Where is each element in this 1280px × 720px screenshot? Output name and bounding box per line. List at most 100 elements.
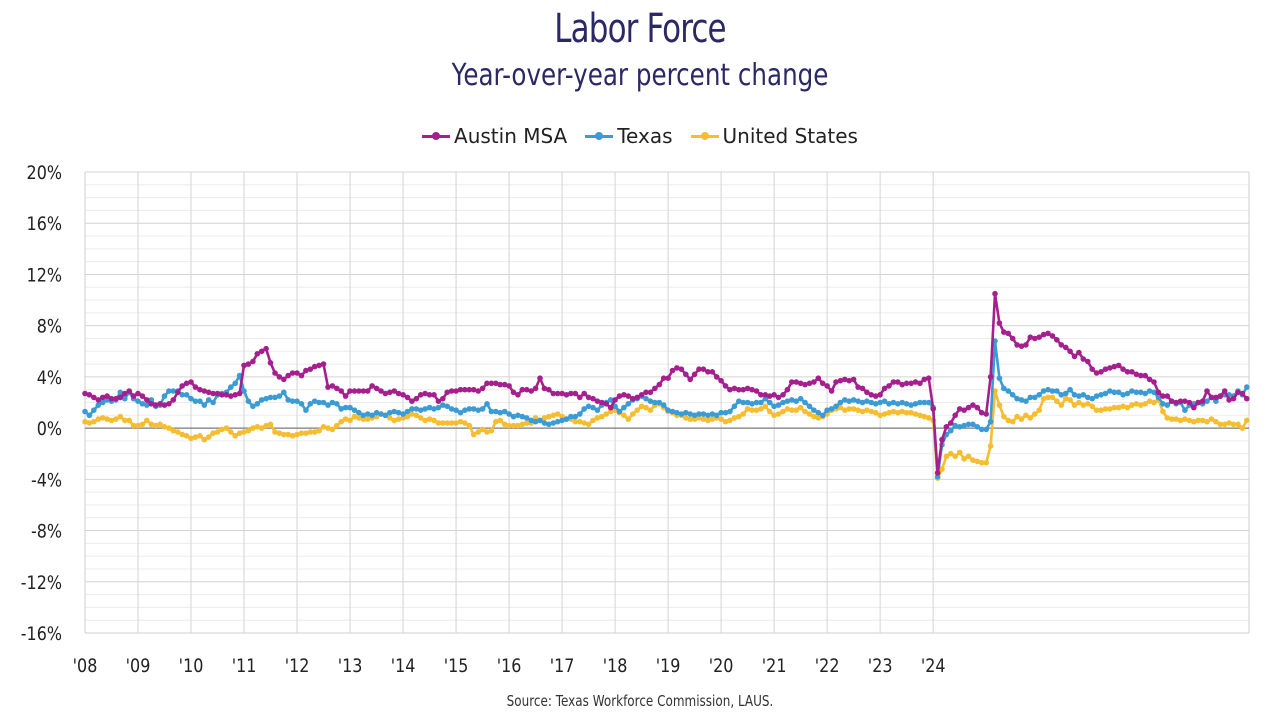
data-point-united-states	[921, 413, 928, 420]
legend-item-us[interactable]: United States	[690, 124, 858, 148]
data-point-austin-msa	[669, 367, 676, 374]
data-point-austin-msa	[329, 383, 336, 389]
data-point-austin-msa	[607, 404, 614, 411]
data-point-texas	[435, 404, 442, 411]
data-point-austin-msa	[749, 386, 755, 393]
data-point-austin-msa	[930, 406, 936, 412]
data-point-texas	[908, 402, 914, 408]
data-point-austin-msa	[338, 388, 345, 394]
data-point-austin-msa	[325, 384, 331, 390]
data-point-austin-msa	[736, 386, 742, 393]
data-point-texas	[700, 411, 707, 417]
data-point-united-states	[683, 415, 689, 421]
data-point-austin-msa	[201, 388, 208, 394]
data-point-austin-msa	[1102, 366, 1109, 373]
data-point-united-states	[126, 417, 132, 424]
data-point-texas	[1093, 393, 1100, 399]
data-point-austin-msa	[925, 375, 932, 382]
data-point-united-states	[387, 415, 393, 421]
data-point-austin-msa	[1098, 369, 1104, 375]
legend-item-texas[interactable]: Texas	[585, 124, 673, 148]
legend-label-texas: Texas	[617, 124, 673, 148]
data-point-texas	[426, 404, 433, 411]
data-point-austin-msa	[1124, 369, 1131, 375]
data-point-austin-msa	[267, 360, 274, 366]
data-point-austin-msa	[559, 390, 565, 397]
data-point-united-states	[338, 418, 345, 425]
data-point-austin-msa	[652, 385, 658, 392]
data-point-austin-msa	[872, 393, 879, 399]
data-point-united-states	[625, 416, 632, 422]
data-point-united-states	[1235, 421, 1241, 428]
data-point-texas	[948, 427, 954, 434]
data-point-united-states	[1001, 413, 1007, 420]
data-point-united-states	[599, 413, 605, 420]
data-point-united-states	[864, 407, 870, 414]
data-point-austin-msa	[903, 380, 910, 387]
data-point-austin-msa	[744, 385, 751, 392]
data-point-austin-msa	[214, 390, 221, 397]
data-point-texas	[793, 398, 799, 405]
data-point-texas	[625, 401, 632, 407]
data-point-austin-msa	[144, 397, 150, 403]
data-point-texas	[475, 407, 482, 414]
data-point-austin-msa	[687, 376, 693, 383]
data-point-austin-msa	[1221, 388, 1228, 394]
data-point-united-states	[780, 408, 786, 415]
data-point-austin-msa	[466, 386, 473, 393]
data-point-united-states	[731, 415, 738, 421]
data-point-united-states	[1076, 399, 1082, 406]
data-point-texas	[1142, 390, 1148, 397]
data-point-united-states	[868, 408, 875, 415]
data-point-austin-msa	[320, 361, 327, 367]
data-point-united-states	[912, 411, 919, 417]
data-point-austin-msa	[1120, 366, 1126, 373]
data-point-united-states	[329, 426, 336, 433]
data-point-austin-msa	[819, 380, 826, 387]
data-point-texas	[440, 402, 446, 408]
data-point-texas	[607, 397, 614, 403]
data-point-texas	[886, 401, 892, 407]
legend-swatch-texas	[585, 132, 614, 140]
vertical-gridlines	[137, 172, 934, 633]
data-point-united-states	[1085, 401, 1091, 407]
data-point-texas	[660, 402, 667, 408]
data-point-united-states	[205, 434, 212, 440]
data-point-united-states	[316, 427, 322, 434]
data-point-austin-msa	[1027, 334, 1034, 341]
data-point-texas	[1182, 407, 1188, 414]
data-point-united-states	[1014, 413, 1020, 420]
data-point-texas	[546, 421, 552, 428]
data-point-austin-msa	[815, 375, 822, 382]
data-point-austin-msa	[797, 380, 804, 387]
data-point-austin-msa	[992, 290, 998, 297]
data-point-austin-msa	[956, 406, 963, 412]
data-point-united-states	[1027, 415, 1034, 421]
data-point-united-states	[122, 417, 128, 424]
data-point-texas	[917, 399, 923, 406]
data-point-austin-msa	[740, 386, 746, 393]
data-point-texas	[228, 384, 234, 390]
legend-item-austin[interactable]: Austin MSA	[422, 124, 567, 148]
data-point-texas	[678, 411, 685, 417]
data-point-austin-msa	[974, 404, 981, 411]
data-point-texas	[590, 404, 596, 411]
data-point-united-states	[1133, 401, 1140, 407]
data-point-united-states	[1058, 402, 1065, 408]
data-point-texas	[541, 420, 548, 426]
data-point-texas	[842, 397, 848, 403]
series-austin-msa	[82, 290, 1250, 476]
data-point-austin-msa	[970, 402, 976, 408]
data-point-texas	[91, 407, 97, 414]
data-point-austin-msa	[868, 392, 875, 398]
data-point-austin-msa	[660, 375, 667, 382]
data-point-united-states	[903, 409, 910, 416]
data-point-united-states	[400, 415, 406, 421]
data-point-united-states	[974, 458, 981, 465]
data-point-texas	[528, 417, 534, 424]
data-point-austin-msa	[563, 392, 570, 398]
data-point-texas	[925, 399, 932, 406]
data-point-texas	[254, 401, 261, 407]
y-tick-label: 0%	[37, 419, 62, 441]
data-point-austin-msa	[223, 392, 230, 398]
